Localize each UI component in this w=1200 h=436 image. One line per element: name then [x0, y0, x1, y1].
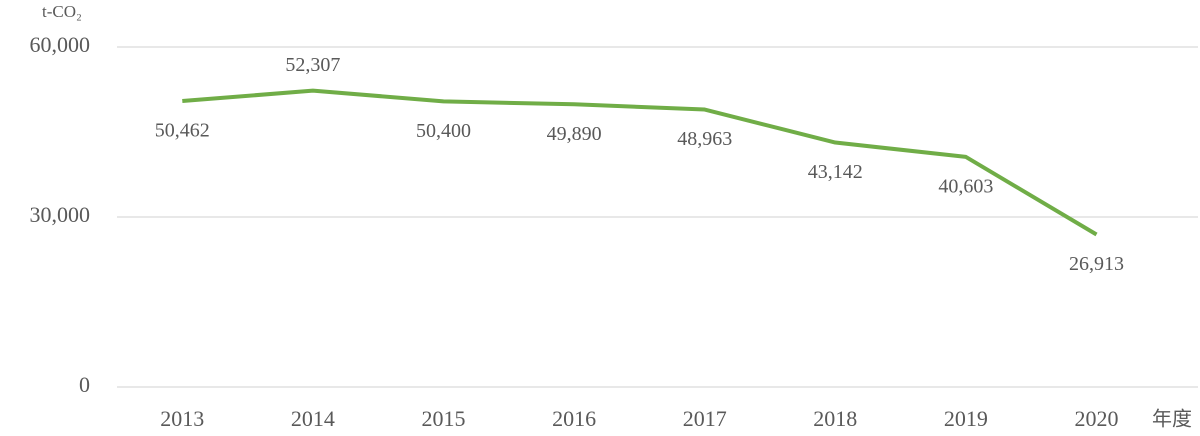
x-tick-label: 2017: [683, 406, 727, 431]
data-label: 50,462: [155, 120, 210, 142]
series-line: [182, 88, 1098, 237]
data-label: 50,400: [416, 120, 471, 142]
y-tick-label: 30,000: [30, 202, 91, 227]
data-label: 48,963: [677, 128, 732, 150]
y-axis-label: t-CO₂: [42, 2, 82, 21]
x-tick-label: 2018: [813, 406, 857, 431]
data-label: 40,603: [938, 176, 993, 198]
y-tick-label: 0: [79, 372, 90, 397]
x-tick-label: 2015: [422, 406, 466, 431]
x-tick-label: 2020: [1075, 406, 1119, 431]
x-tick-label: 2019: [944, 406, 988, 431]
data-label: 43,142: [808, 161, 863, 183]
x-tick-label: 2014: [291, 406, 335, 431]
x-tick-label: 2013: [160, 406, 204, 431]
data-label: 49,890: [547, 123, 602, 145]
data-label: 26,913: [1069, 253, 1124, 275]
y-tick-label: 60,000: [30, 32, 91, 57]
x-tick-label: 2016: [552, 406, 596, 431]
data-label: 52,307: [285, 54, 340, 76]
x-axis-label: 年度: [1152, 408, 1192, 431]
